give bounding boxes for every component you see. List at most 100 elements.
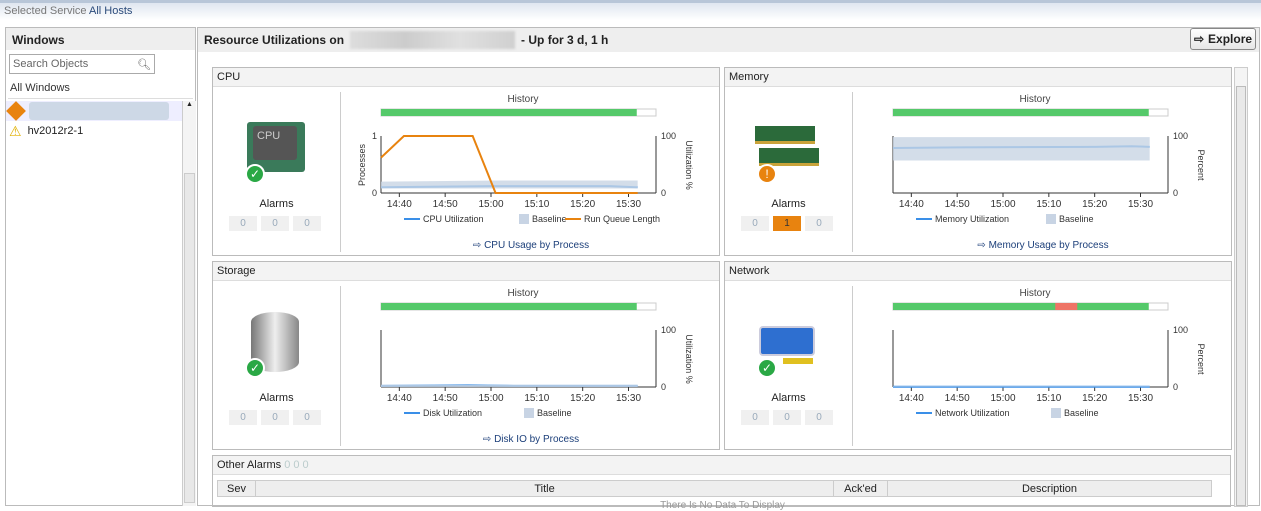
alarm-count-badge[interactable]: 0 [805,216,833,231]
legend-label: Disk Utilization [423,408,482,418]
alarm-count-badge[interactable]: 0 [805,410,833,425]
divider [852,286,853,446]
alarm-count-badge[interactable]: 1 [773,216,801,231]
x-tick-label: 15:30 [616,199,641,210]
history-bad-segment [1055,303,1078,310]
x-tick-label: 14:50 [433,393,458,404]
all-windows-link[interactable]: All Windows [8,78,193,99]
x-tick-label: 14:50 [945,393,970,404]
alarms-label: Alarms [259,392,294,404]
search-input[interactable]: Search Objects 🔍︎ [9,54,155,74]
main-scrollbar[interactable] [1234,67,1248,507]
x-tick-label: 14:40 [899,199,924,210]
alarm-count: 0 [302,459,309,471]
x-tick-label: 15:00 [990,393,1015,404]
link-label: Disk IO by Process [494,434,580,445]
x-tick-label: 15:30 [1128,199,1153,210]
x-tick-label: 15:30 [1128,393,1153,404]
search-icon[interactable]: 🔍︎ [137,58,151,71]
runqueue-line [380,135,638,194]
alarm-count-badge[interactable]: 0 [293,410,321,425]
tree-item-label: hv2012r2-1 [27,125,84,137]
col-sev[interactable]: Sev [217,480,256,497]
scroll-up-arrow[interactable]: ▲ [186,101,193,108]
drilldown-icon: ⇨ [482,434,495,445]
scroll-thumb[interactable] [184,173,195,503]
y-left-tick-label: 0 [372,188,377,198]
x-tick-label: 15:20 [1082,199,1107,210]
y-right-tick-label: 0 [661,382,666,392]
legend-label: Baseline [1064,408,1099,418]
x-tick-label: 15:30 [616,393,641,404]
history-label: History [507,288,538,299]
alarm-count-badge[interactable]: 0 [261,410,289,425]
drilldown-link[interactable]: ⇨ CPU Usage by Process [341,240,721,251]
history-label: History [507,94,538,105]
ok-check-icon: ✓ [757,358,777,378]
x-tick-label: 15:20 [1082,393,1107,404]
alarm-count-badge[interactable]: 0 [773,410,801,425]
explore-label: Explore [1208,32,1253,46]
alarm-count-badge[interactable]: 0 [741,410,769,425]
link-label: CPU Usage by Process [484,240,590,251]
history-ok-fill [893,109,1149,116]
alarm-count: 0 [284,459,291,471]
x-tick-label: 15:00 [990,199,1015,210]
alarm-count-badge[interactable]: 0 [293,216,321,231]
y-left-tick-label: 1 [372,131,377,141]
baseline-band [893,386,1150,387]
history-ok-fill [381,109,637,116]
ok-check-icon: ✓ [245,164,265,184]
col-title[interactable]: Title [255,480,834,497]
scroll-thumb[interactable] [1236,86,1246,506]
y-right-tick-label: 100 [1173,131,1188,141]
alarm-count-badge[interactable]: 0 [229,410,257,425]
network-adapter-icon: ✓ [755,312,819,378]
x-tick-label: 14:40 [387,199,412,210]
y-right-label: Percent [1196,343,1206,375]
alarm-count-badge[interactable]: 0 [261,216,289,231]
y-right-tick-label: 0 [1173,188,1178,198]
alarm-count-badge[interactable]: 0 [229,216,257,231]
divider [340,286,341,446]
explore-button[interactable]: ⇨ Explore [1190,28,1256,50]
legend-label: Network Utilization [935,408,1010,418]
y-left-label: Processes [357,143,367,186]
alarm-count-badge[interactable]: 0 [741,216,769,231]
y-right-tick-label: 100 [1173,325,1188,335]
y-right-tick-label: 100 [661,325,676,335]
service-label: Selected Service [4,5,87,17]
x-tick-label: 15:10 [524,393,549,404]
col-acked[interactable]: Ack'ed [833,480,888,497]
drilldown-link[interactable]: ⇨ Memory Usage by Process [853,240,1233,251]
tree-item-label [29,102,169,120]
divider [852,92,853,252]
x-tick-label: 15:20 [570,199,595,210]
x-tick-label: 15:10 [1036,393,1061,404]
resource-header: Resource Utilizations on - Up for 3 d, 1 … [198,28,1259,52]
service-value[interactable]: All Hosts [89,5,133,17]
resource-panel: Resource Utilizations on - Up for 3 d, 1 … [197,27,1260,511]
fatal-alarm-icon: ! [757,164,777,184]
col-description[interactable]: Description [887,480,1212,497]
alarm-count: 0 [293,459,300,471]
tree-item[interactable] [6,101,182,121]
uptime: - Up for 3 d, 1 h [521,33,609,47]
tree-item[interactable]: ⚠ hv2012r2-1 [6,121,182,141]
legend-swatch [1051,408,1061,418]
tree-scrollbar[interactable]: ▲ [182,101,196,506]
x-tick-label: 14:50 [945,199,970,210]
legend-swatch [1046,214,1056,224]
warning-icon: ⚠ [9,122,22,139]
legend-label: Run Queue Length [584,214,660,224]
y-right-tick-label: 0 [661,188,666,198]
drilldown-link[interactable]: ⇨ Disk IO by Process [341,434,721,445]
other-alarms: Other Alarms 0 0 0 Sev Title Ack'ed Descrip… [212,455,1231,511]
ok-check-icon: ✓ [245,358,265,378]
